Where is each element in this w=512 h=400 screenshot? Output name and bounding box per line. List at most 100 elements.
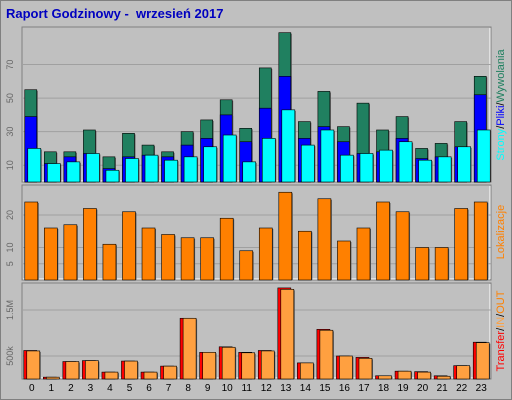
strony-bar bbox=[144, 154, 159, 183]
transfer-in-bar bbox=[26, 350, 41, 380]
report-title: Raport Godzinowy - wrzesień 2017 bbox=[6, 6, 224, 21]
transfer-y-tick-label: 500k bbox=[5, 346, 15, 366]
x-tick-label: 22 bbox=[456, 383, 468, 394]
transfer-in-bar bbox=[339, 355, 353, 380]
transfer-in-bar bbox=[397, 370, 412, 380]
lokalizacje-bar bbox=[44, 227, 58, 281]
lokalizacje-bar bbox=[122, 211, 136, 281]
hits-y-tick-label: 10 bbox=[5, 160, 15, 170]
lokalizacje-bar bbox=[337, 240, 351, 281]
transfer-side-label-part: IN bbox=[495, 317, 507, 328]
hits-y-tick-label: 70 bbox=[5, 60, 15, 70]
strony-bar bbox=[27, 148, 42, 183]
x-tick-label: 15 bbox=[319, 383, 331, 394]
x-tick-label: 10 bbox=[222, 383, 234, 394]
strony-bar bbox=[476, 129, 491, 183]
strony-bar bbox=[125, 158, 139, 183]
strony-bar bbox=[203, 146, 217, 183]
lokalizacje-bar bbox=[63, 224, 78, 281]
strony-bar bbox=[242, 161, 257, 183]
strony-bar bbox=[359, 153, 374, 183]
x-tick-label: 2 bbox=[68, 383, 74, 394]
transfer-in-bar bbox=[280, 288, 295, 380]
transfer-side-label: Transfer/IN/OUT bbox=[495, 290, 507, 371]
lokalizacje-bar bbox=[317, 198, 332, 281]
transfer-side-label-part: OUT bbox=[495, 290, 507, 314]
transfer-in-bar bbox=[104, 371, 119, 380]
transfer-in-bar bbox=[319, 329, 334, 380]
lokalizacje-bar bbox=[161, 234, 175, 281]
x-tick-label: 4 bbox=[107, 383, 113, 394]
lokalizacje-bar bbox=[434, 247, 449, 281]
strony-bar bbox=[437, 156, 452, 183]
strony-bar bbox=[47, 163, 61, 183]
lokalizacje-bar bbox=[200, 237, 214, 281]
strony-bar bbox=[66, 161, 81, 183]
lokalizacje-bar bbox=[356, 227, 371, 281]
lokalizacje-bar bbox=[24, 201, 39, 281]
lokalizacje-bar bbox=[239, 250, 254, 281]
sites-side-label: Lokalizacje bbox=[495, 205, 507, 259]
transfer-in-bar bbox=[378, 375, 392, 380]
transfer-in-bar bbox=[260, 350, 275, 380]
strony-bar bbox=[301, 144, 315, 183]
lokalizacje-bar bbox=[298, 230, 312, 281]
strony-bar bbox=[164, 159, 178, 183]
lokalizacje-bar bbox=[395, 211, 410, 281]
x-tick-label: 19 bbox=[398, 383, 410, 394]
x-tick-label: 16 bbox=[339, 383, 351, 394]
strony-bar bbox=[261, 138, 276, 183]
transfer-in-bar bbox=[202, 352, 216, 380]
strony-bar bbox=[281, 109, 296, 183]
transfer-y-tick-label: 1.5M bbox=[5, 300, 15, 320]
x-tick-label: 9 bbox=[205, 383, 211, 394]
lokalizacje-bar bbox=[83, 208, 97, 281]
sites-y-tick-label: 20 bbox=[5, 210, 15, 220]
x-tick-label: 12 bbox=[261, 383, 273, 394]
sites-side-label-part: Lokalizacje bbox=[495, 205, 507, 259]
strony-bar bbox=[183, 156, 198, 183]
x-tick-label: 6 bbox=[146, 383, 152, 394]
transfer-in-bar bbox=[124, 360, 138, 380]
x-tick-label: 17 bbox=[358, 383, 370, 394]
x-tick-label: 11 bbox=[242, 383, 253, 394]
strony-bar bbox=[340, 154, 354, 183]
transfer-in-bar bbox=[300, 362, 314, 380]
hits-side-label-part: Wywolania bbox=[495, 49, 507, 103]
hits-side-label: Strony/Pliki/Wywolania bbox=[495, 49, 507, 161]
transfer-in-bar bbox=[143, 371, 158, 380]
x-tick-label: 8 bbox=[185, 383, 191, 394]
transfer-in-bar bbox=[163, 365, 177, 380]
lokalizacje-bar bbox=[473, 201, 488, 281]
hits-y-tick-label: 30 bbox=[5, 127, 15, 137]
transfer-in-bar bbox=[182, 317, 197, 380]
x-tick-label: 5 bbox=[127, 383, 133, 394]
lokalizacje-bar bbox=[180, 237, 195, 281]
transfer-in-bar bbox=[85, 360, 99, 380]
hits-side-label-part: Pliki bbox=[495, 106, 507, 126]
strony-bar bbox=[222, 134, 237, 183]
lokalizacje-bar bbox=[141, 227, 156, 281]
transfer-in-bar bbox=[241, 352, 256, 380]
strony-bar bbox=[320, 129, 335, 183]
sites-y-tick-label: 5 bbox=[5, 261, 15, 266]
lokalizacje-bar bbox=[278, 191, 293, 281]
lokalizacje-bar bbox=[102, 243, 117, 281]
x-tick-label: 21 bbox=[437, 383, 449, 394]
transfer-in-bar bbox=[475, 342, 490, 380]
lokalizacje-bar bbox=[258, 227, 273, 281]
hits-y-tick-label: 50 bbox=[5, 93, 15, 103]
transfer-in-bar bbox=[221, 346, 236, 380]
transfer-in-bar bbox=[46, 376, 60, 380]
sites-y-tick-label: 10 bbox=[5, 242, 15, 252]
x-tick-label: 18 bbox=[378, 383, 390, 394]
strony-bar bbox=[418, 159, 432, 183]
strony-bar bbox=[86, 153, 100, 183]
x-tick-label: 14 bbox=[300, 383, 312, 394]
x-tick-label: 7 bbox=[166, 383, 172, 394]
lokalizacje-bar bbox=[415, 247, 429, 281]
transfer-plot-area bbox=[21, 282, 492, 380]
x-tick-label: 13 bbox=[280, 383, 292, 394]
x-tick-label: 3 bbox=[88, 383, 94, 394]
strony-bar bbox=[379, 149, 393, 183]
